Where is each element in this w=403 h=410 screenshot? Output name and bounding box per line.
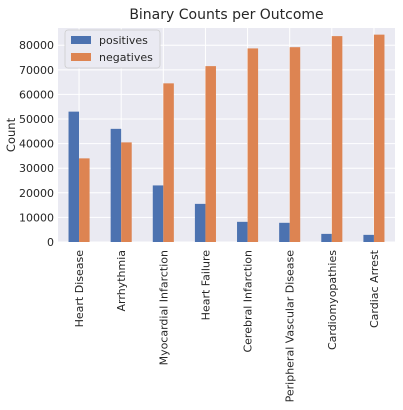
- bar-positives: [363, 234, 374, 242]
- chart-title: Binary Counts per Outcome: [129, 7, 323, 23]
- bar-negatives: [79, 158, 90, 242]
- bar-negatives: [205, 66, 216, 242]
- y-tick-labels: 0 10000 20000 30000 40000 50000 60000 70000 8000…: [19, 39, 54, 249]
- y-tick-label: 30000: [19, 162, 54, 175]
- y-tick-label: 40000: [19, 138, 54, 151]
- bar-negatives: [373, 34, 385, 242]
- x-tick-label: Cardiac Arrest: [368, 249, 381, 328]
- x-tick-label: Arrhythmia: [115, 250, 128, 311]
- x-tick-label: Heart Disease: [73, 250, 86, 328]
- bar-positives: [321, 233, 332, 242]
- y-tick-label: 60000: [19, 88, 54, 101]
- y-tick-label: 50000: [19, 113, 54, 126]
- bar-positives: [110, 128, 122, 242]
- x-tick-labels: Heart Disease Arrhythmia Myocardial Infarc…: [73, 249, 381, 402]
- bars: [68, 34, 385, 243]
- y-tick-label: 70000: [19, 64, 54, 77]
- y-tick-label: 20000: [19, 187, 54, 200]
- y-axis-label: Count: [4, 117, 18, 152]
- bar-negatives: [121, 142, 132, 242]
- bar-positives: [279, 222, 290, 242]
- y-tick-label: 10000: [19, 211, 54, 224]
- bar-negatives: [163, 83, 174, 243]
- x-tick-label: Myocardial Infarction: [157, 250, 170, 365]
- x-tick-label: Cerebral Infarction: [242, 250, 255, 353]
- y-tick-label: 80000: [19, 39, 54, 52]
- x-tick-label: Peripheral Vascular Disease: [284, 250, 297, 403]
- legend-swatch-positives: [71, 36, 91, 44]
- legend-label-positives: positives: [99, 34, 148, 47]
- bar-positives: [237, 221, 248, 242]
- x-tick-label: Heart Failure: [199, 250, 212, 321]
- legend-swatch-negatives: [71, 53, 91, 61]
- bar-negatives: [331, 36, 343, 242]
- bar-positives: [152, 185, 164, 242]
- legend: positives negatives: [64, 29, 161, 69]
- bar-negatives: [289, 47, 301, 243]
- bar-negatives: [247, 48, 259, 242]
- x-tick-label: Cardiomyopathies: [326, 250, 339, 350]
- legend-label-negatives: negatives: [99, 51, 153, 64]
- bar-positives: [194, 203, 206, 242]
- y-tick-label: 0: [47, 236, 54, 249]
- bar-positives: [68, 111, 80, 242]
